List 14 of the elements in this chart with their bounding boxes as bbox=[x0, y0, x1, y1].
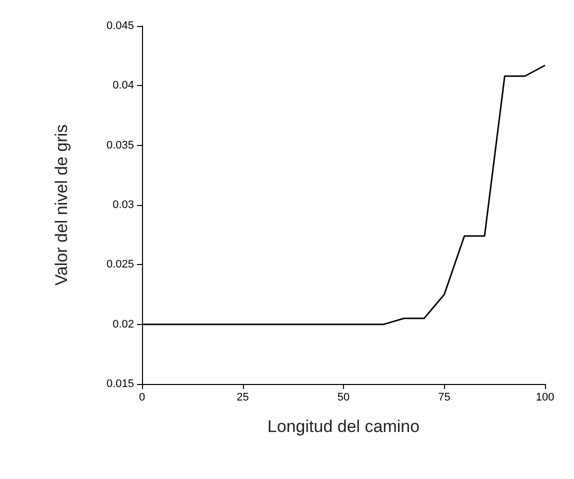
y-tick-label: 0.02 bbox=[112, 318, 134, 330]
y-tick-label: 0.04 bbox=[112, 80, 134, 92]
y-tick-label: 0.015 bbox=[106, 378, 134, 390]
x-tick-label: 75 bbox=[438, 392, 450, 404]
y-tick-label: 0.035 bbox=[106, 139, 134, 152]
x-tick-label: 0 bbox=[138, 392, 146, 404]
y-tick-label: 0.03 bbox=[112, 199, 134, 211]
y-axis-title: Valor del nivel de gris bbox=[52, 124, 71, 286]
x-tick-label: 25 bbox=[236, 392, 249, 404]
x-tick-label: 100 bbox=[536, 392, 554, 404]
y-tick-label: 0.025 bbox=[106, 258, 134, 271]
y-tick-label: 0.045 bbox=[106, 20, 134, 32]
x-tick-label: 50 bbox=[337, 392, 350, 404]
x-axis-title: Longitud del camino bbox=[267, 417, 420, 436]
